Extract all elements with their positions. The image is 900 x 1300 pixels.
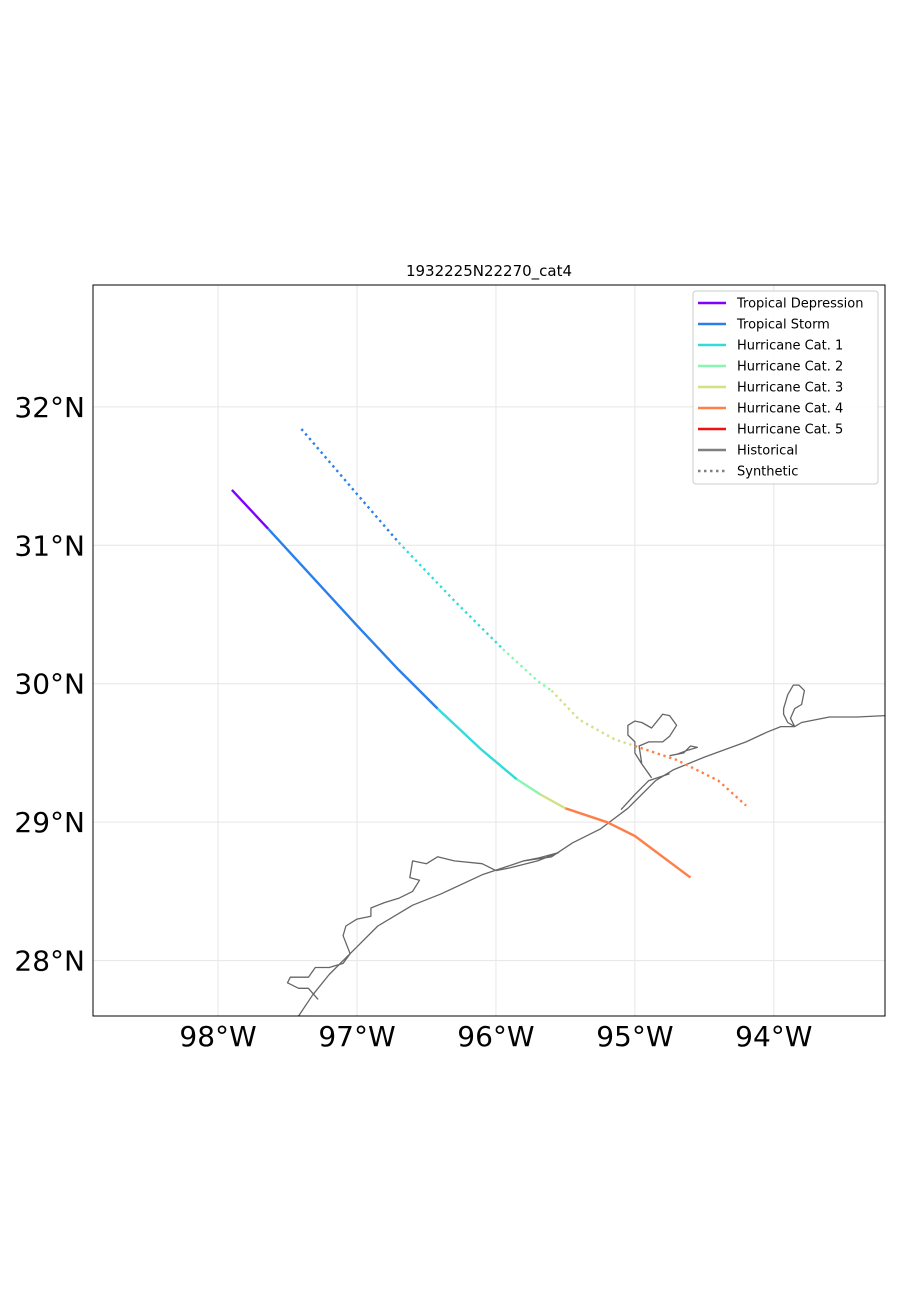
legend: Tropical Depression Tropical Storm Hurrica… xyxy=(692,290,879,485)
map-title: 1932225N22270_cat4 xyxy=(406,262,572,281)
historical-track-segment xyxy=(267,527,439,710)
historical-track-segment xyxy=(565,807,692,879)
plot-frame xyxy=(92,284,886,1017)
coastline-segment xyxy=(782,684,806,728)
legend-label: Tropical Depression xyxy=(736,297,863,312)
lon-tick-label: 94°W xyxy=(735,1020,812,1053)
axis-tick-labels: 98°W 97°W 96°W 95°W 94°W 28°N 29°N 30°N 31°N 32°N xyxy=(14,391,812,1053)
legend-label: Synthetic xyxy=(737,465,798,480)
legend-label: Hurricane Cat. 4 xyxy=(737,402,843,417)
lat-tick-label: 31°N xyxy=(14,529,85,562)
synthetic-track-segment xyxy=(550,689,636,748)
coastline-segment xyxy=(669,745,699,757)
legend-label: Historical xyxy=(737,444,798,459)
lon-tick-label: 95°W xyxy=(596,1020,673,1053)
legend-label: Hurricane Cat. 3 xyxy=(737,381,843,396)
legend-label: Hurricane Cat. 5 xyxy=(737,423,843,438)
synthetic-track-segment xyxy=(397,541,504,650)
storm-tracks xyxy=(231,428,747,879)
lat-tick-label: 32°N xyxy=(14,391,85,424)
coastline-segment xyxy=(620,773,670,811)
coastline-segment xyxy=(286,856,497,1000)
synthetic-track-segment xyxy=(634,744,747,807)
legend-label: Hurricane Cat. 1 xyxy=(737,339,843,354)
coastline-segment xyxy=(298,714,885,1016)
lat-tick-label: 28°N xyxy=(14,945,85,978)
lon-tick-label: 96°W xyxy=(457,1020,534,1053)
synthetic-track-segment xyxy=(502,648,553,692)
legend-label: Tropical Storm xyxy=(736,318,830,333)
historical-track-segment xyxy=(539,793,566,810)
lat-tick-label: 29°N xyxy=(14,806,85,839)
legend-box xyxy=(692,290,879,485)
historical-track-segment xyxy=(516,778,542,796)
coastline xyxy=(286,684,885,1016)
coastline-segment xyxy=(627,713,678,779)
lat-tick-label: 30°N xyxy=(14,668,85,701)
synthetic-track-segment xyxy=(300,428,400,544)
coastline-segment xyxy=(495,851,560,872)
lon-tick-label: 97°W xyxy=(318,1020,395,1053)
lon-tick-label: 98°W xyxy=(179,1020,256,1053)
legend-label: Hurricane Cat. 2 xyxy=(737,360,843,375)
historical-track-segment xyxy=(231,489,269,530)
historical-track-segment xyxy=(436,707,518,781)
